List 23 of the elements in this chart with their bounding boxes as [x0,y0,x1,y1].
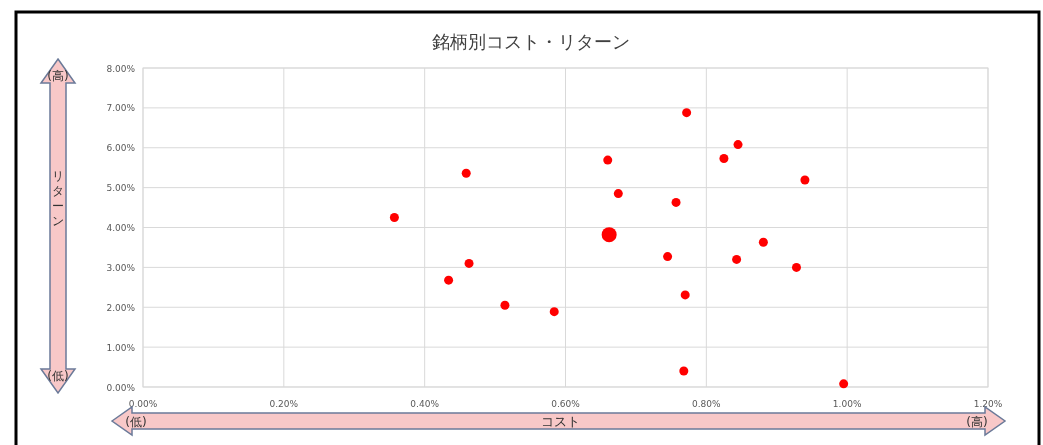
x-tick-label: 0.80% [692,399,722,409]
y-tick-label: 5.00% [106,183,136,194]
x-tick-label: 0.00% [128,399,158,409]
y-tick-label: 4.00% [106,223,136,233]
text: (低) [125,415,147,429]
x-tick-label: 1.00% [832,399,862,409]
y-tick-label: 1.00% [106,342,136,353]
y-axis-title: リターン [52,169,64,228]
text: (高) [47,69,69,83]
y-tick-label: 6.00% [106,143,136,154]
y-tick-label: 0.00% [106,382,136,393]
text: (高) [966,415,988,429]
x-tick-label: 0.60% [551,399,581,409]
y-tick-label: 8.00% [106,63,136,74]
y-tick-label: 2.00% [106,302,136,313]
x-tick-label: 1.20% [973,399,1003,409]
y-tick-label: 3.00% [106,262,136,273]
y-tick-label: 7.00% [106,103,136,114]
text: (低) [47,369,69,383]
x-tick-label: 0.40% [410,399,440,409]
chart-title: 銘柄別コスト・リターン [431,31,630,52]
x-axis-title: コスト [540,414,580,429]
x-tick-label: 0.20% [269,399,299,409]
